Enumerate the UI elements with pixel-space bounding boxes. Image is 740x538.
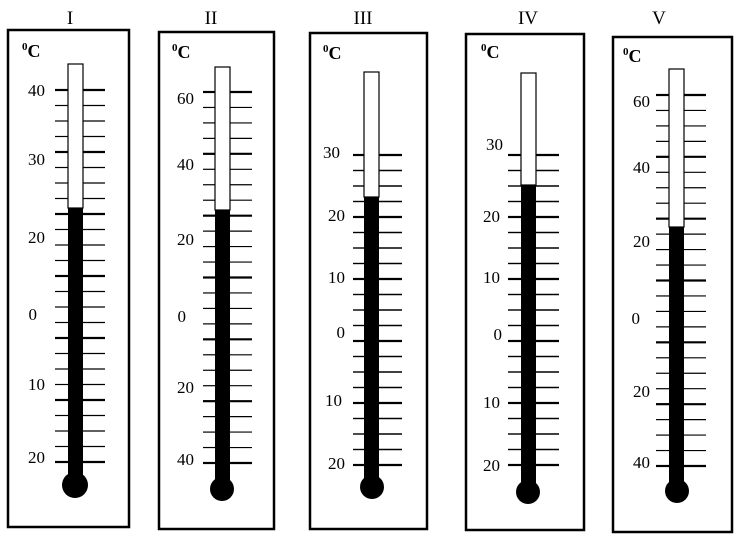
- tick-label: 10: [28, 375, 45, 394]
- thermometer-roman-label: IV: [518, 8, 538, 29]
- tick-label: 10: [483, 268, 500, 287]
- bulb: [516, 480, 540, 504]
- tick-label: 0: [337, 323, 346, 342]
- thermometer-frame: [6, 28, 131, 529]
- mercury-column: [68, 208, 83, 480]
- bulb: [360, 475, 384, 499]
- tick-label: 0: [29, 305, 38, 324]
- tick-label: 20: [633, 232, 650, 251]
- tube-empty: [214, 66, 231, 211]
- tick-label: 10: [483, 393, 500, 412]
- scale-ticks: [55, 88, 105, 464]
- thermometer-1: I 0C 40 30 20 0 10 20: [6, 8, 131, 529]
- bulb: [210, 477, 234, 501]
- scale-ticks: [203, 90, 252, 465]
- mercury-column: [669, 227, 684, 487]
- mercury-column: [364, 197, 379, 482]
- tick-label: 0: [494, 325, 503, 344]
- tick-label: 40: [633, 158, 650, 177]
- tick-label: 0: [632, 309, 641, 328]
- tube-empty: [67, 63, 84, 209]
- thermometer-frame: [611, 35, 734, 534]
- thermometer-4: IV 0C 30 20 10 0 10 20: [464, 8, 586, 532]
- tick-label: 20: [177, 378, 194, 397]
- tick-label: 20: [483, 207, 500, 226]
- tube-empty: [520, 72, 537, 186]
- tube-empty: [668, 68, 685, 228]
- thermometer-roman-label: III: [354, 8, 373, 29]
- thermometer-roman-label: I: [67, 8, 73, 29]
- tube-empty: [363, 71, 380, 198]
- thermometer-3: III 0C 30 20 10 0 10 20: [308, 8, 429, 531]
- tick-label: 20: [483, 456, 500, 475]
- tick-label: 40: [177, 450, 194, 469]
- tick-label: 60: [633, 92, 650, 111]
- unit-label: 0C: [323, 43, 342, 63]
- thermometer-roman-label: V: [652, 8, 666, 29]
- tick-label: 40: [177, 155, 194, 174]
- tick-label: 20: [328, 454, 345, 473]
- tick-label: 20: [633, 382, 650, 401]
- thermometer-frame: [464, 32, 586, 532]
- scale-ticks: [508, 153, 559, 467]
- mercury-column: [215, 210, 230, 486]
- tick-label: 30: [28, 150, 45, 169]
- tick-label: 10: [328, 268, 345, 287]
- tick-label: 20: [328, 206, 345, 225]
- tick-label: 20: [28, 228, 45, 247]
- mercury-column: [521, 185, 536, 487]
- bulb: [665, 479, 689, 503]
- unit-label: 0C: [623, 46, 642, 66]
- tick-label: 40: [633, 453, 650, 472]
- tick-label: 20: [177, 230, 194, 249]
- thermometer-frame: [157, 30, 276, 531]
- thermometer-5: V 0C 60 40 20 0 20 40: [611, 8, 734, 534]
- scale-ticks: [656, 93, 706, 468]
- unit-label: 0C: [481, 42, 500, 62]
- unit-label: 0C: [172, 42, 191, 62]
- tick-label: 30: [486, 135, 503, 154]
- tick-label: 20: [28, 448, 45, 467]
- thermometer-2: II 0C 60 40 20 0 20 40: [157, 8, 276, 531]
- tick-label: 30: [323, 143, 340, 162]
- bulb: [62, 472, 88, 498]
- thermometer-roman-label: II: [205, 8, 218, 29]
- tick-label: 40: [28, 81, 45, 100]
- unit-label: 0C: [22, 41, 41, 61]
- thermometer-frame: [308, 31, 429, 531]
- tick-label: 0: [178, 307, 187, 326]
- tick-label: 10: [325, 391, 342, 410]
- tick-label: 60: [177, 89, 194, 108]
- scale-ticks: [353, 153, 402, 467]
